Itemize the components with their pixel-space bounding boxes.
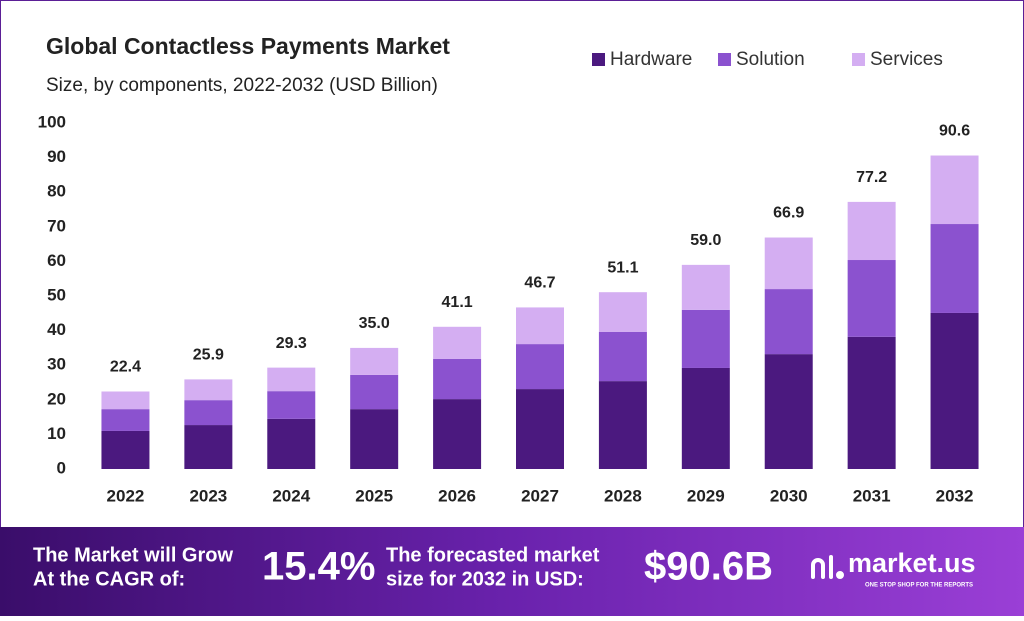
bar-segment bbox=[681, 264, 730, 310]
bar-segment bbox=[433, 326, 482, 359]
bar-segment bbox=[516, 344, 564, 390]
legend-label: Solution bbox=[736, 49, 805, 70]
bar-segment bbox=[847, 201, 896, 261]
brand: market.us bbox=[848, 548, 976, 578]
cagr-text: At the CAGR of: bbox=[33, 568, 185, 590]
chart-subtitle: Size, by components, 2022-2032 (USD Bill… bbox=[46, 75, 438, 96]
bar-segment bbox=[681, 367, 730, 469]
bar-segment bbox=[930, 224, 979, 313]
bar-segment bbox=[184, 400, 233, 426]
bar-segment bbox=[267, 367, 316, 392]
bar-segment bbox=[350, 347, 399, 375]
total-label: 22.4 bbox=[110, 359, 141, 376]
bar-segment bbox=[433, 358, 482, 400]
bar-segment bbox=[598, 331, 647, 382]
bar-segment bbox=[930, 155, 979, 225]
y-tick-label: 20 bbox=[47, 389, 66, 408]
bar-segment bbox=[516, 307, 564, 345]
legend-label: Services bbox=[870, 49, 943, 70]
bar-segment bbox=[847, 260, 896, 337]
y-tick-label: 80 bbox=[47, 182, 66, 201]
total-label: 90.6 bbox=[939, 123, 970, 140]
cagr-value: 15.4% bbox=[262, 545, 375, 589]
x-tick-label: 2027 bbox=[521, 486, 559, 505]
total-label: 29.3 bbox=[276, 335, 307, 352]
x-tick-label: 2024 bbox=[272, 486, 310, 505]
bar-segment bbox=[764, 237, 813, 290]
bar-segment bbox=[598, 381, 647, 469]
forecast-text: size for 2032 in USD: bbox=[386, 568, 584, 590]
bar-segment bbox=[267, 391, 316, 419]
total-label: 46.7 bbox=[524, 275, 555, 292]
bar-segment bbox=[930, 312, 979, 469]
bar-segment bbox=[764, 289, 813, 355]
x-tick-label: 2023 bbox=[189, 486, 227, 505]
y-tick-label: 90 bbox=[47, 147, 66, 166]
total-label: 51.1 bbox=[607, 259, 638, 276]
y-tick-label: 60 bbox=[47, 251, 66, 270]
total-label: 77.2 bbox=[856, 169, 887, 186]
total-label: 25.9 bbox=[193, 347, 224, 364]
footer-banner bbox=[0, 527, 1024, 616]
bar-segment bbox=[598, 292, 647, 332]
bar-segment bbox=[101, 430, 150, 469]
bar-segment bbox=[350, 374, 399, 410]
bar-segment bbox=[516, 389, 564, 469]
legend-swatch bbox=[592, 53, 605, 66]
bar-segment bbox=[101, 409, 150, 431]
total-label: 66.9 bbox=[773, 205, 804, 222]
forecast-value: $90.6B bbox=[644, 545, 773, 589]
bar-segment bbox=[101, 391, 150, 410]
x-tick-label: 2032 bbox=[936, 486, 974, 505]
x-tick-label: 2029 bbox=[687, 486, 725, 505]
bar-segment bbox=[267, 418, 316, 469]
bar-segment bbox=[764, 354, 813, 469]
legend-swatch bbox=[852, 53, 865, 66]
x-tick-label: 2031 bbox=[853, 486, 891, 505]
legend-label: Hardware bbox=[610, 49, 692, 70]
y-tick-label: 70 bbox=[47, 216, 66, 235]
x-tick-label: 2028 bbox=[604, 486, 642, 505]
y-tick-label: 0 bbox=[57, 458, 66, 477]
bar-segment bbox=[681, 309, 730, 368]
chart-title: Global Contactless Payments Market bbox=[46, 33, 450, 59]
total-label: 41.1 bbox=[442, 294, 473, 311]
legend-swatch bbox=[718, 53, 731, 66]
x-tick-label: 2022 bbox=[107, 486, 145, 505]
tagline: ONE STOP SHOP FOR THE REPORTS bbox=[865, 583, 973, 589]
y-tick-label: 100 bbox=[38, 112, 66, 131]
forecast-text: The forecasted market bbox=[386, 544, 600, 566]
cagr-text: The Market will Grow bbox=[33, 544, 233, 566]
x-tick-label: 2025 bbox=[355, 486, 393, 505]
x-tick-label: 2030 bbox=[770, 486, 808, 505]
y-tick-label: 10 bbox=[47, 424, 66, 443]
bar-segment bbox=[847, 336, 896, 469]
brand-logo bbox=[811, 555, 844, 579]
y-tick-label: 40 bbox=[47, 320, 66, 339]
y-tick-label: 30 bbox=[47, 355, 66, 374]
bar-segment bbox=[350, 409, 399, 469]
total-label: 59.0 bbox=[690, 232, 721, 249]
total-label: 35.0 bbox=[359, 315, 390, 332]
x-tick-label: 2026 bbox=[438, 486, 476, 505]
y-tick-label: 50 bbox=[47, 285, 66, 304]
bar-segment bbox=[433, 399, 482, 469]
bar-segment bbox=[184, 379, 233, 401]
bar-segment bbox=[184, 425, 233, 469]
